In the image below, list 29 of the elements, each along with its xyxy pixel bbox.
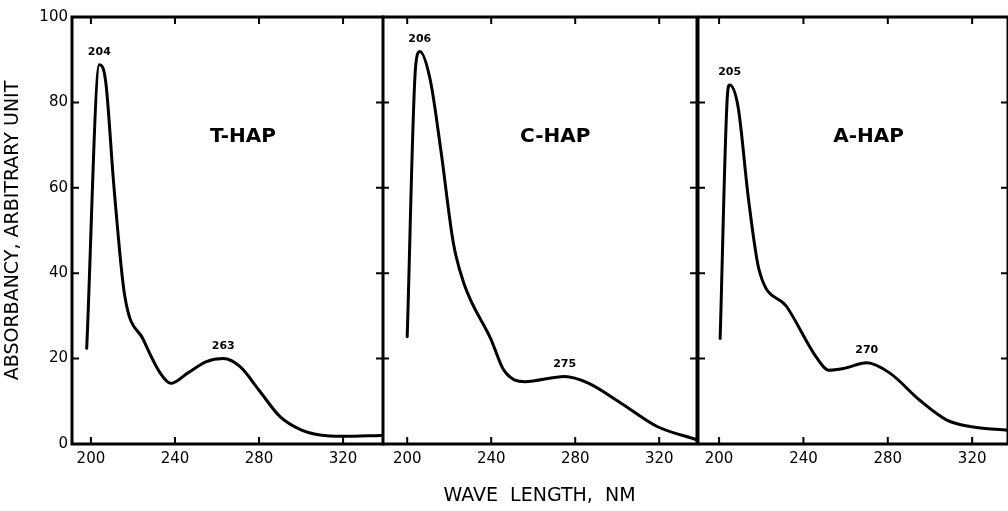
x-tick-label: 280 — [873, 448, 903, 467]
annotation: 270 — [855, 343, 879, 357]
x-tick-label: 200 — [392, 448, 422, 467]
annotation: 263 — [211, 338, 235, 352]
x-tick-label: 240 — [476, 448, 506, 467]
y-tick-label: 80 — [48, 92, 68, 111]
x-tick-label: 240 — [160, 448, 190, 467]
y-tick-label: 60 — [48, 177, 68, 196]
y-axis-title: ABSORBANCY, ARBITRARY UNIT — [0, 80, 23, 381]
x-tick-label: 320 — [644, 448, 674, 467]
y-tick-label: 100 — [39, 6, 68, 25]
text: C-HAP — [520, 122, 591, 147]
annotation: 206 — [408, 31, 432, 45]
x-tick-label: 280 — [560, 448, 590, 467]
x-tick-label: 320 — [328, 448, 358, 467]
annotation: 204 — [87, 45, 112, 59]
annotation: 275 — [553, 356, 577, 370]
x-tick-label: 200 — [76, 448, 106, 467]
text: T-HAP — [210, 122, 276, 147]
x-axis-title: WAVE LENGTH, NM — [443, 482, 636, 505]
annotation: 205 — [718, 65, 742, 79]
y-tick-label: 20 — [48, 348, 68, 367]
x-tick-label: 280 — [244, 448, 274, 467]
x-tick-label: 200 — [704, 448, 734, 467]
x-tick-label: 320 — [957, 448, 987, 467]
y-tick-label: 0 — [58, 433, 68, 452]
text: A-HAP — [833, 122, 904, 147]
x-tick-label: 240 — [789, 448, 818, 467]
y-tick-label: 40 — [48, 263, 68, 282]
